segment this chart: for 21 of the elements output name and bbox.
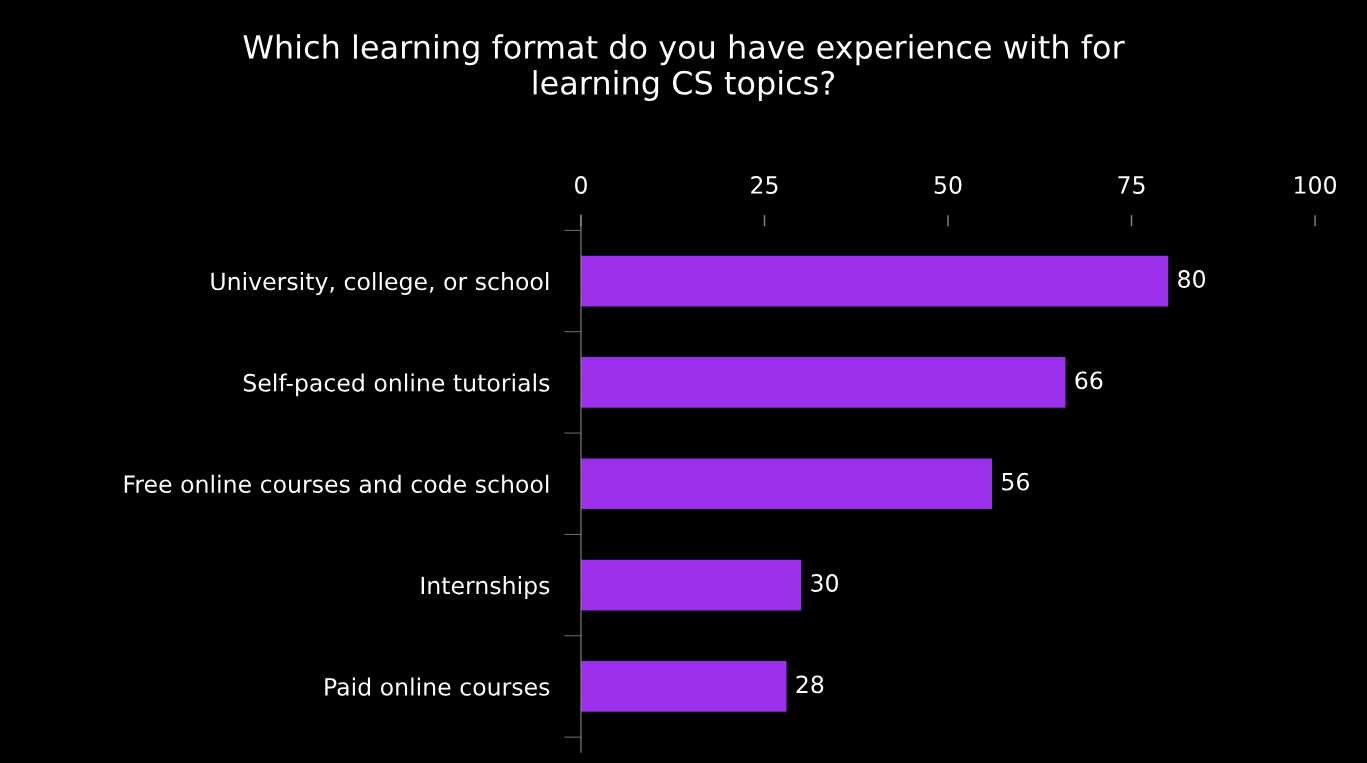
- x-tick-label: 75: [1118, 176, 1145, 194]
- chart-title: Which learning format do you have experience with for learning CS topics?: [243, 34, 1125, 102]
- y-tick-label: Self-paced online tutorials: [243, 373, 550, 397]
- x-tick-label: 100: [1295, 176, 1337, 194]
- bar: [580, 559, 802, 611]
- y-tick-label: Internships: [421, 576, 550, 599]
- data-label: 66: [1075, 371, 1103, 390]
- bar: [580, 458, 993, 510]
- y-tick-label: University, college, or school: [211, 272, 549, 295]
- data-label: 56: [1002, 472, 1029, 491]
- bar: [580, 661, 787, 712]
- x-tick-label: 0: [575, 176, 587, 194]
- x-tick-label: 25: [751, 176, 778, 194]
- y-tick-label: Free online courses and code school: [124, 474, 549, 494]
- bar: [580, 255, 1169, 307]
- y-tick-label: Paid online courses: [325, 677, 550, 696]
- data-label: 80: [1178, 270, 1206, 288]
- data-label: 28: [796, 675, 824, 694]
- x-tick-label: 50: [934, 176, 962, 194]
- bar: [580, 357, 1066, 408]
- data-label: 30: [811, 574, 839, 592]
